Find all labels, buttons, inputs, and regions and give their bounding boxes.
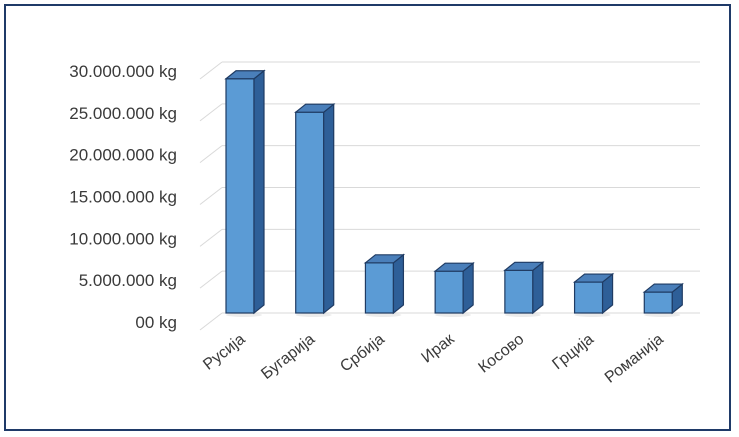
bars: [224, 69, 684, 317]
bar: [503, 261, 545, 317]
gridline: [199, 145, 700, 164]
gridline: [199, 228, 700, 247]
y-tick-label: 25.000.000 kg: [69, 104, 177, 123]
gridline: [199, 187, 700, 205]
y-tick-label: 10.000.000 kg: [69, 229, 177, 248]
y-axis-ticks: 00 kg 5.000.000 kg 10.000.000 kg 15.000.000…: [69, 62, 177, 332]
y-tick-label: 00 kg: [135, 313, 177, 332]
y-tick-label: 5.000.000 kg: [79, 271, 177, 290]
y-tick-label: 30.000.000 kg: [69, 62, 177, 81]
y-tick-label: 15.000.000 kg: [69, 188, 177, 207]
bar: [224, 69, 266, 317]
bar: [572, 272, 615, 317]
bar: [433, 261, 475, 317]
x-tick-label: Ирак: [419, 330, 459, 366]
x-tick-label: Романија: [602, 331, 667, 387]
x-tick-label: Русија: [200, 331, 248, 374]
y-tick-label: 20.000.000 kg: [69, 146, 177, 165]
x-tick-label: Бугарија: [258, 331, 318, 383]
x-tick-label: Србија: [337, 331, 388, 376]
bar: [363, 253, 406, 317]
bar: [642, 282, 684, 317]
gridline: [199, 61, 700, 80]
gridline: [199, 103, 700, 122]
x-tick-label: Косово: [475, 331, 527, 377]
chart-frame: [4, 4, 731, 431]
x-axis-categories: Русија Бугарија Србија Ирак Косово Грција Рома…: [200, 330, 667, 386]
bar: [294, 102, 336, 317]
x-tick-label: Грција: [549, 331, 597, 374]
